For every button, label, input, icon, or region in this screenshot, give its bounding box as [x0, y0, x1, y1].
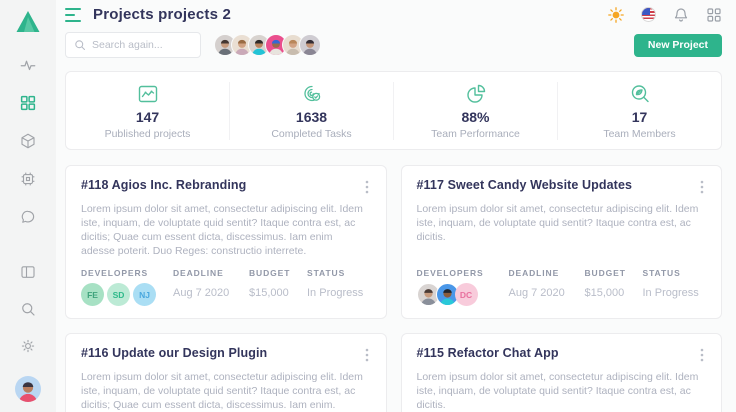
- project-description: Lorem ipsum dolor sit amet, consectetur …: [416, 371, 699, 411]
- deadline-label: DEADLINE: [508, 268, 560, 278]
- budget-value: $15,000: [249, 287, 289, 299]
- card-menu-button[interactable]: [698, 178, 706, 196]
- stat-team-members: 17 Team Members: [557, 82, 721, 140]
- project-cards-grid: #118 Agios Inc. Rebranding Lorem ipsum d…: [65, 165, 722, 412]
- project-meta: DEVELOPERS DC DEADLINE Aug 7 2020 BUDGET…: [416, 258, 707, 306]
- status-value: In Progress: [642, 287, 699, 299]
- main-content: Projects projects 2: [56, 0, 736, 412]
- project-card-115: #115 Refactor Chat App Lorem ipsum dolor…: [400, 333, 722, 412]
- stat-value: 147: [135, 109, 160, 125]
- project-description: Lorem ipsum dolor sit amet, consectetur …: [81, 203, 363, 257]
- chip-icon[interactable]: [19, 170, 37, 188]
- deadline-value: Aug 7 2020: [508, 287, 565, 299]
- project-title: #115 Refactor Chat App: [416, 346, 559, 360]
- us-flag-icon[interactable]: [641, 7, 656, 22]
- status-label: STATUS: [642, 268, 681, 278]
- deadline-label: DEADLINE: [173, 268, 224, 278]
- sidebar: [0, 0, 56, 412]
- project-title: #117 Sweet Candy Website Updates: [416, 178, 633, 192]
- status-value: In Progress: [307, 287, 364, 299]
- card-menu-button[interactable]: [698, 346, 706, 364]
- grid-icon[interactable]: [19, 94, 37, 112]
- budget-value: $15,000: [584, 287, 625, 299]
- initials-avatar: SD: [107, 283, 130, 306]
- initials-avatar: NJ: [133, 283, 156, 306]
- search-icon: [75, 40, 86, 51]
- chat-icon[interactable]: [19, 208, 37, 226]
- stat-value: 1638: [295, 109, 328, 125]
- apps-grid-icon[interactable]: [706, 7, 722, 23]
- search-input[interactable]: [92, 39, 192, 51]
- deadline-value: Aug 7 2020: [173, 287, 230, 299]
- ripple-check-icon: [300, 82, 324, 106]
- developers-label: DEVELOPERS: [81, 268, 149, 278]
- stat-label: Published projects: [104, 128, 191, 140]
- stat-value: 17: [631, 109, 648, 125]
- photo-avatar: [231, 34, 253, 56]
- activity-icon[interactable]: [19, 56, 37, 74]
- toolbar: New Project: [65, 32, 722, 58]
- project-meta: DEVELOPERS FE SD NJ DEADLINE Aug 7 2020 BU…: [81, 258, 371, 306]
- project-card-116: #116 Update our Design Plugin Lorem ipsu…: [65, 333, 387, 412]
- budget-label: BUDGET: [584, 268, 626, 278]
- budget-label: BUDGET: [249, 268, 291, 278]
- app-logo[interactable]: [15, 10, 41, 34]
- new-project-button[interactable]: New Project: [633, 33, 722, 57]
- photo-avatar: [282, 34, 304, 56]
- user-avatar[interactable]: [15, 376, 41, 402]
- page-title: Projects projects 2: [93, 6, 232, 23]
- stat-label: Completed Tasks: [271, 128, 352, 140]
- sidebar-bottom-nav: [15, 263, 41, 402]
- pie-chart-icon: [464, 82, 488, 106]
- hamburger-menu-icon[interactable]: [65, 7, 82, 22]
- developers-label: DEVELOPERS: [416, 268, 484, 278]
- stat-label: Team Members: [603, 128, 676, 140]
- search-box[interactable]: [65, 32, 201, 58]
- photo-avatar: [248, 34, 270, 56]
- project-card-118: #118 Agios Inc. Rebranding Lorem ipsum d…: [65, 165, 387, 319]
- header-actions: [608, 6, 722, 23]
- line-chart-icon: [136, 82, 160, 106]
- stat-label: Team Performance: [431, 128, 520, 140]
- initials-avatar: FE: [81, 283, 104, 306]
- project-description: Lorem ipsum dolor sit amet, consectetur …: [81, 371, 363, 411]
- cube-icon[interactable]: [19, 132, 37, 150]
- search-icon[interactable]: [19, 300, 37, 318]
- sidebar-nav: [19, 56, 37, 226]
- photo-avatar: [299, 34, 321, 56]
- card-menu-button[interactable]: [363, 178, 371, 196]
- stats-bar: 147 Published projects 1638 Completed Ta…: [65, 71, 722, 150]
- card-menu-button[interactable]: [363, 346, 371, 364]
- developer-avatars: FE SD NJ: [81, 283, 173, 306]
- leaf-search-icon: [628, 82, 652, 106]
- status-label: STATUS: [307, 268, 346, 278]
- stat-value: 88%: [461, 109, 490, 125]
- sun-icon[interactable]: [608, 6, 624, 23]
- stat-team-performance: 88% Team Performance: [393, 82, 557, 140]
- stat-completed-tasks: 1638 Completed Tasks: [229, 82, 393, 140]
- stat-published-projects: 147 Published projects: [66, 82, 229, 140]
- initials-avatar: DC: [454, 283, 478, 306]
- project-title: #116 Update our Design Plugin: [81, 346, 268, 360]
- project-card-117: #117 Sweet Candy Website Updates Lorem i…: [400, 165, 722, 319]
- project-title: #118 Agios Inc. Rebranding: [81, 178, 247, 192]
- bell-icon[interactable]: [673, 7, 689, 23]
- developer-avatars: DC: [416, 283, 509, 306]
- page-header: Projects projects 2: [65, 6, 722, 23]
- photo-avatar: [214, 34, 236, 56]
- team-avatars[interactable]: [214, 34, 321, 56]
- gear-icon[interactable]: [19, 337, 37, 355]
- layout-icon[interactable]: [19, 263, 37, 281]
- project-description: Lorem ipsum dolor sit amet, consectetur …: [416, 203, 699, 243]
